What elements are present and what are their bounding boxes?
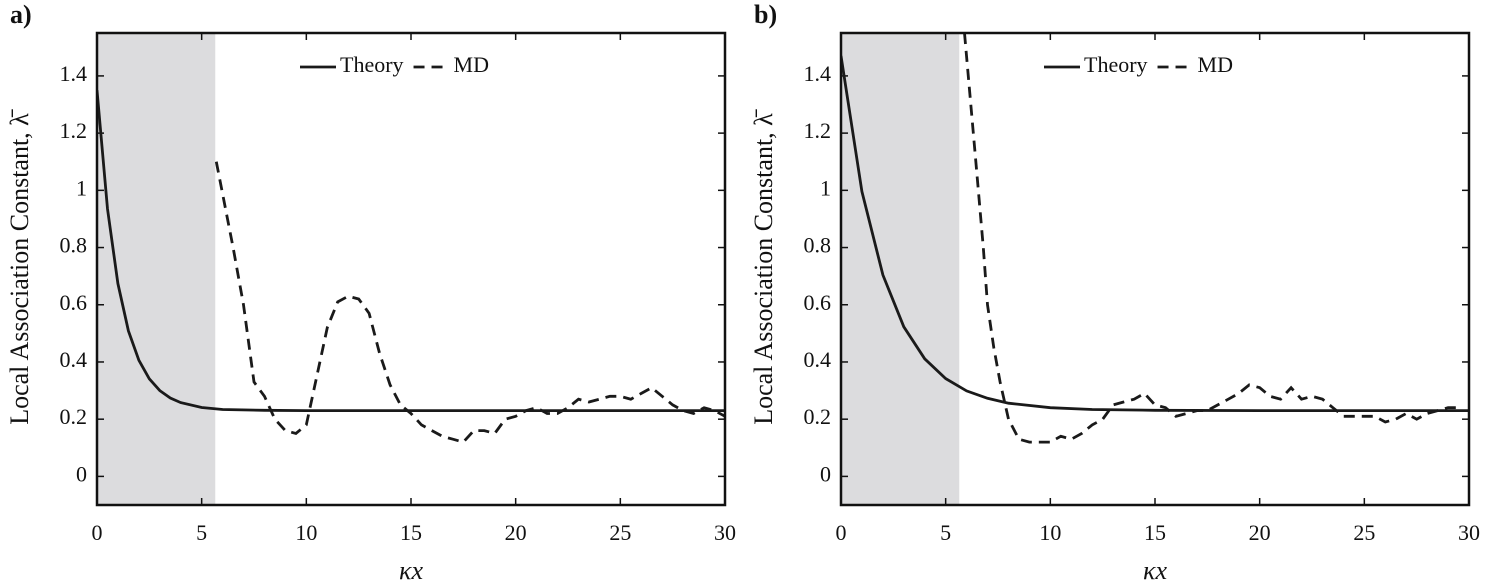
y-tick-label: 0.8: [804, 233, 832, 258]
x-tick-label: 0: [92, 520, 103, 545]
panel-label: a): [10, 0, 32, 29]
x-tick-label: 15: [400, 520, 422, 545]
x-tick-label: 30: [714, 520, 736, 545]
legend-label: MD: [454, 52, 489, 77]
x-axis-label: κx: [399, 556, 423, 584]
series-line: [963, 33, 1459, 444]
y-tick-label: 0.6: [804, 290, 832, 315]
x-tick-label: 10: [295, 520, 317, 545]
panel: 0 5 10 15 20 25 30 0 0.2 0.4 0.6 0.8 1 1.2 1.4 Theory MD…: [5, 0, 736, 584]
y-tick-label: 1: [76, 175, 87, 200]
y-tick-label: 0.4: [60, 347, 88, 372]
y-tick-label: 0.2: [804, 404, 832, 429]
y-tick-label: 0.6: [60, 290, 88, 315]
x-tick-label: 25: [609, 520, 631, 545]
legend-label: Theory: [1084, 52, 1148, 77]
y-tick-label: 1: [820, 175, 831, 200]
y-tick-label: 1.2: [804, 118, 832, 143]
plot-frame: [839, 31, 1471, 507]
panel-label: b): [754, 0, 777, 29]
y-tick-label: 0.8: [60, 233, 88, 258]
y-tick-label: 0: [76, 461, 87, 486]
x-tick-label: 15: [1144, 520, 1166, 545]
y-axis-label: Local Association Constant, λ̄: [749, 109, 778, 425]
legend-label: Theory: [340, 52, 404, 77]
plot-frame: [95, 31, 727, 507]
x-tick-label: 20: [1249, 520, 1271, 545]
x-tick-label: 20: [505, 520, 527, 545]
series-line: [841, 55, 1469, 412]
legend-label: MD: [1198, 52, 1233, 77]
y-tick-label: 0.4: [804, 347, 832, 372]
y-axis-label: Local Association Constant, λ̄: [5, 109, 34, 425]
y-tick-label: 1.4: [60, 61, 88, 86]
x-tick-label: 30: [1458, 520, 1480, 545]
shaded-region: [841, 33, 960, 505]
x-tick-label: 25: [1353, 520, 1375, 545]
series-line: [97, 90, 725, 412]
y-tick-label: 1.2: [60, 118, 88, 143]
y-tick-label: 0: [820, 461, 831, 486]
y-tick-label: 0.2: [60, 404, 88, 429]
x-axis-label: κx: [1143, 556, 1167, 584]
y-tick-label: 1.4: [804, 61, 832, 86]
x-tick-label: 5: [196, 520, 207, 545]
x-tick-label: 10: [1039, 520, 1061, 545]
x-tick-label: 5: [940, 520, 951, 545]
panel: 0 5 10 15 20 25 30 0 0.2 0.4 0.6 0.8 1 1.2 1.4 Theory MD…: [749, 0, 1480, 584]
x-tick-label: 0: [836, 520, 847, 545]
series-line: [214, 161, 725, 444]
